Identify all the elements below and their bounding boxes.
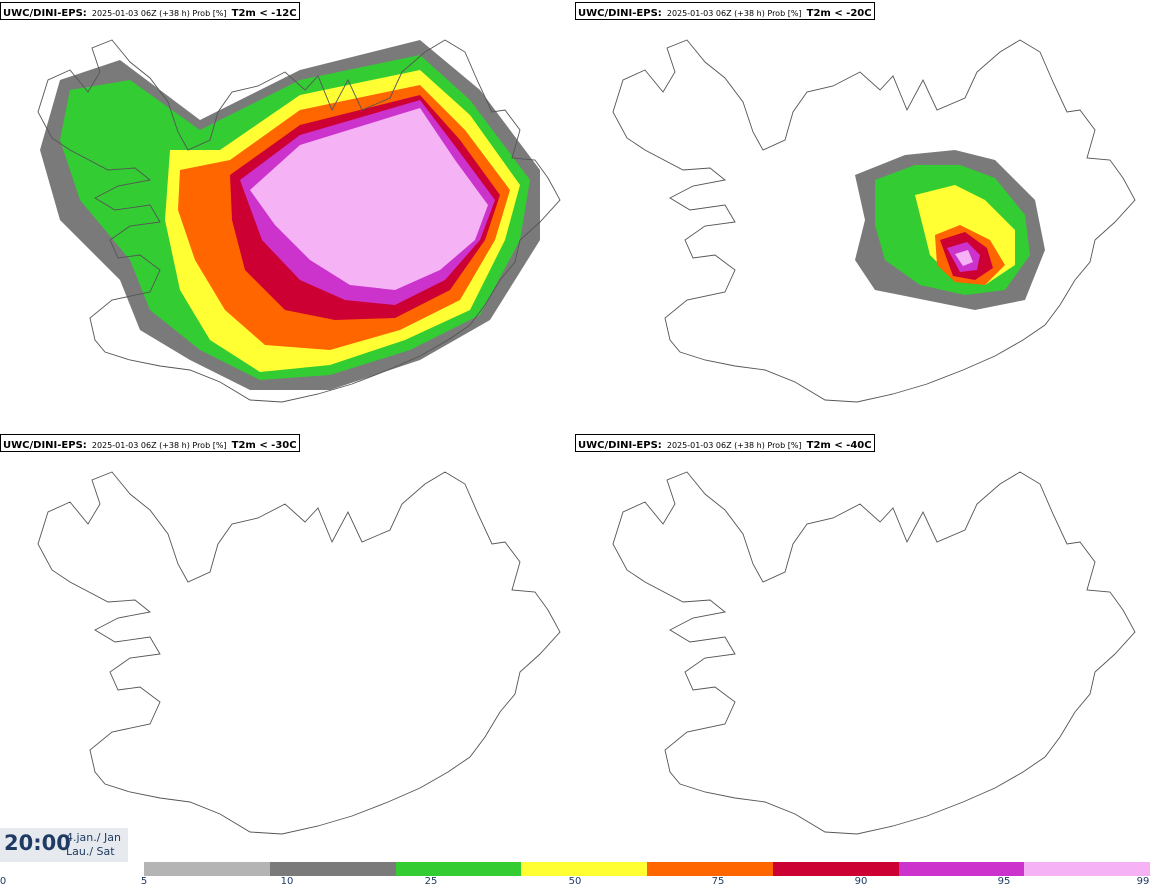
prob-99-area [955,250,973,266]
valid-date-line2: Lau./ Sat [66,845,115,858]
colorbar-segment [772,862,899,876]
colorbar-segment [395,862,522,876]
colorbar-tick-label: 50 [568,876,582,887]
iceland-coastline [37,471,561,835]
model-name: UWC/DINI-EPS [3,8,83,19]
iceland-map [612,471,1136,835]
colorbar-tick-label: 5 [140,876,148,887]
map-panel-t2m-minus30: UWC/DINI-EPS: 2025-01-03 06Z (+38 h) Pro… [0,432,575,864]
iceland-coastline [612,471,1136,835]
colorbar-segment [647,862,773,876]
colorbar-segment [144,862,270,876]
probability-field [855,150,1045,310]
threshold-label: T2m < -30C [231,440,297,451]
run-info: 2025-01-03 06Z (+38 h) Prob [%] [666,441,802,450]
map-panel-t2m-minus40: UWC/DINI-EPS: 2025-01-03 06Z (+38 h) Pro… [575,432,1150,864]
map-panel-t2m-minus12: UWC/DINI-EPS: 2025-01-03 06Z (+38 h) Pro… [0,0,575,432]
run-info: 2025-01-03 06Z (+38 h) Prob [%] [91,441,227,450]
colorbar-segment [269,862,396,876]
valid-time: 20:00 [4,831,71,855]
iceland-map [37,471,561,835]
colorbar-segment [1024,862,1150,876]
panel-header: UWC/DINI-EPS: 2025-01-03 06Z (+38 h) Pro… [0,434,300,452]
panel-header: UWC/DINI-EPS: 2025-01-03 06Z (+38 h) Pro… [575,434,875,452]
model-name: UWC/DINI-EPS [3,440,83,451]
panel-header: UWC/DINI-EPS: 2025-01-03 06Z (+38 h) Pro… [0,2,300,20]
colorbar-segment [898,862,1025,876]
threshold-label: T2m < -40C [806,440,872,451]
iceland-map [37,39,561,403]
model-name: UWC/DINI-EPS [578,440,658,451]
colorbar-tick-label: 10 [280,876,294,887]
colorbar-tick-label: 75 [711,876,725,887]
threshold-label: T2m < -20C [806,8,872,19]
probability-field [40,40,540,390]
colorbar-segment [521,862,647,876]
valid-time-box: 20:00 4.jan./ Jan Lau./ Sat [0,828,128,862]
colorbar-tick-label: 95 [997,876,1011,887]
iceland-coastline [612,39,1136,403]
prob-99-area [250,108,488,290]
panel-header: UWC/DINI-EPS: 2025-01-03 06Z (+38 h) Pro… [575,2,875,20]
valid-date: 4.jan./ Jan Lau./ Sat [66,831,121,859]
run-info: 2025-01-03 06Z (+38 h) Prob [%] [666,9,802,18]
map-panel-t2m-minus20: UWC/DINI-EPS: 2025-01-03 06Z (+38 h) Pro… [575,0,1150,432]
probability-colorbar [144,862,1150,876]
colorbar-tick-label: 0 [0,876,7,887]
iceland-map [612,39,1136,403]
threshold-label: T2m < -12C [231,8,297,19]
iceland-coastline [37,39,561,403]
valid-date-line1: 4.jan./ Jan [66,831,121,844]
model-name: UWC/DINI-EPS [578,8,658,19]
colorbar-tick-label: 90 [854,876,868,887]
run-info: 2025-01-03 06Z (+38 h) Prob [%] [91,9,227,18]
colorbar-tick-label: 25 [424,876,438,887]
colorbar-tick-label: 99 [1136,876,1150,887]
